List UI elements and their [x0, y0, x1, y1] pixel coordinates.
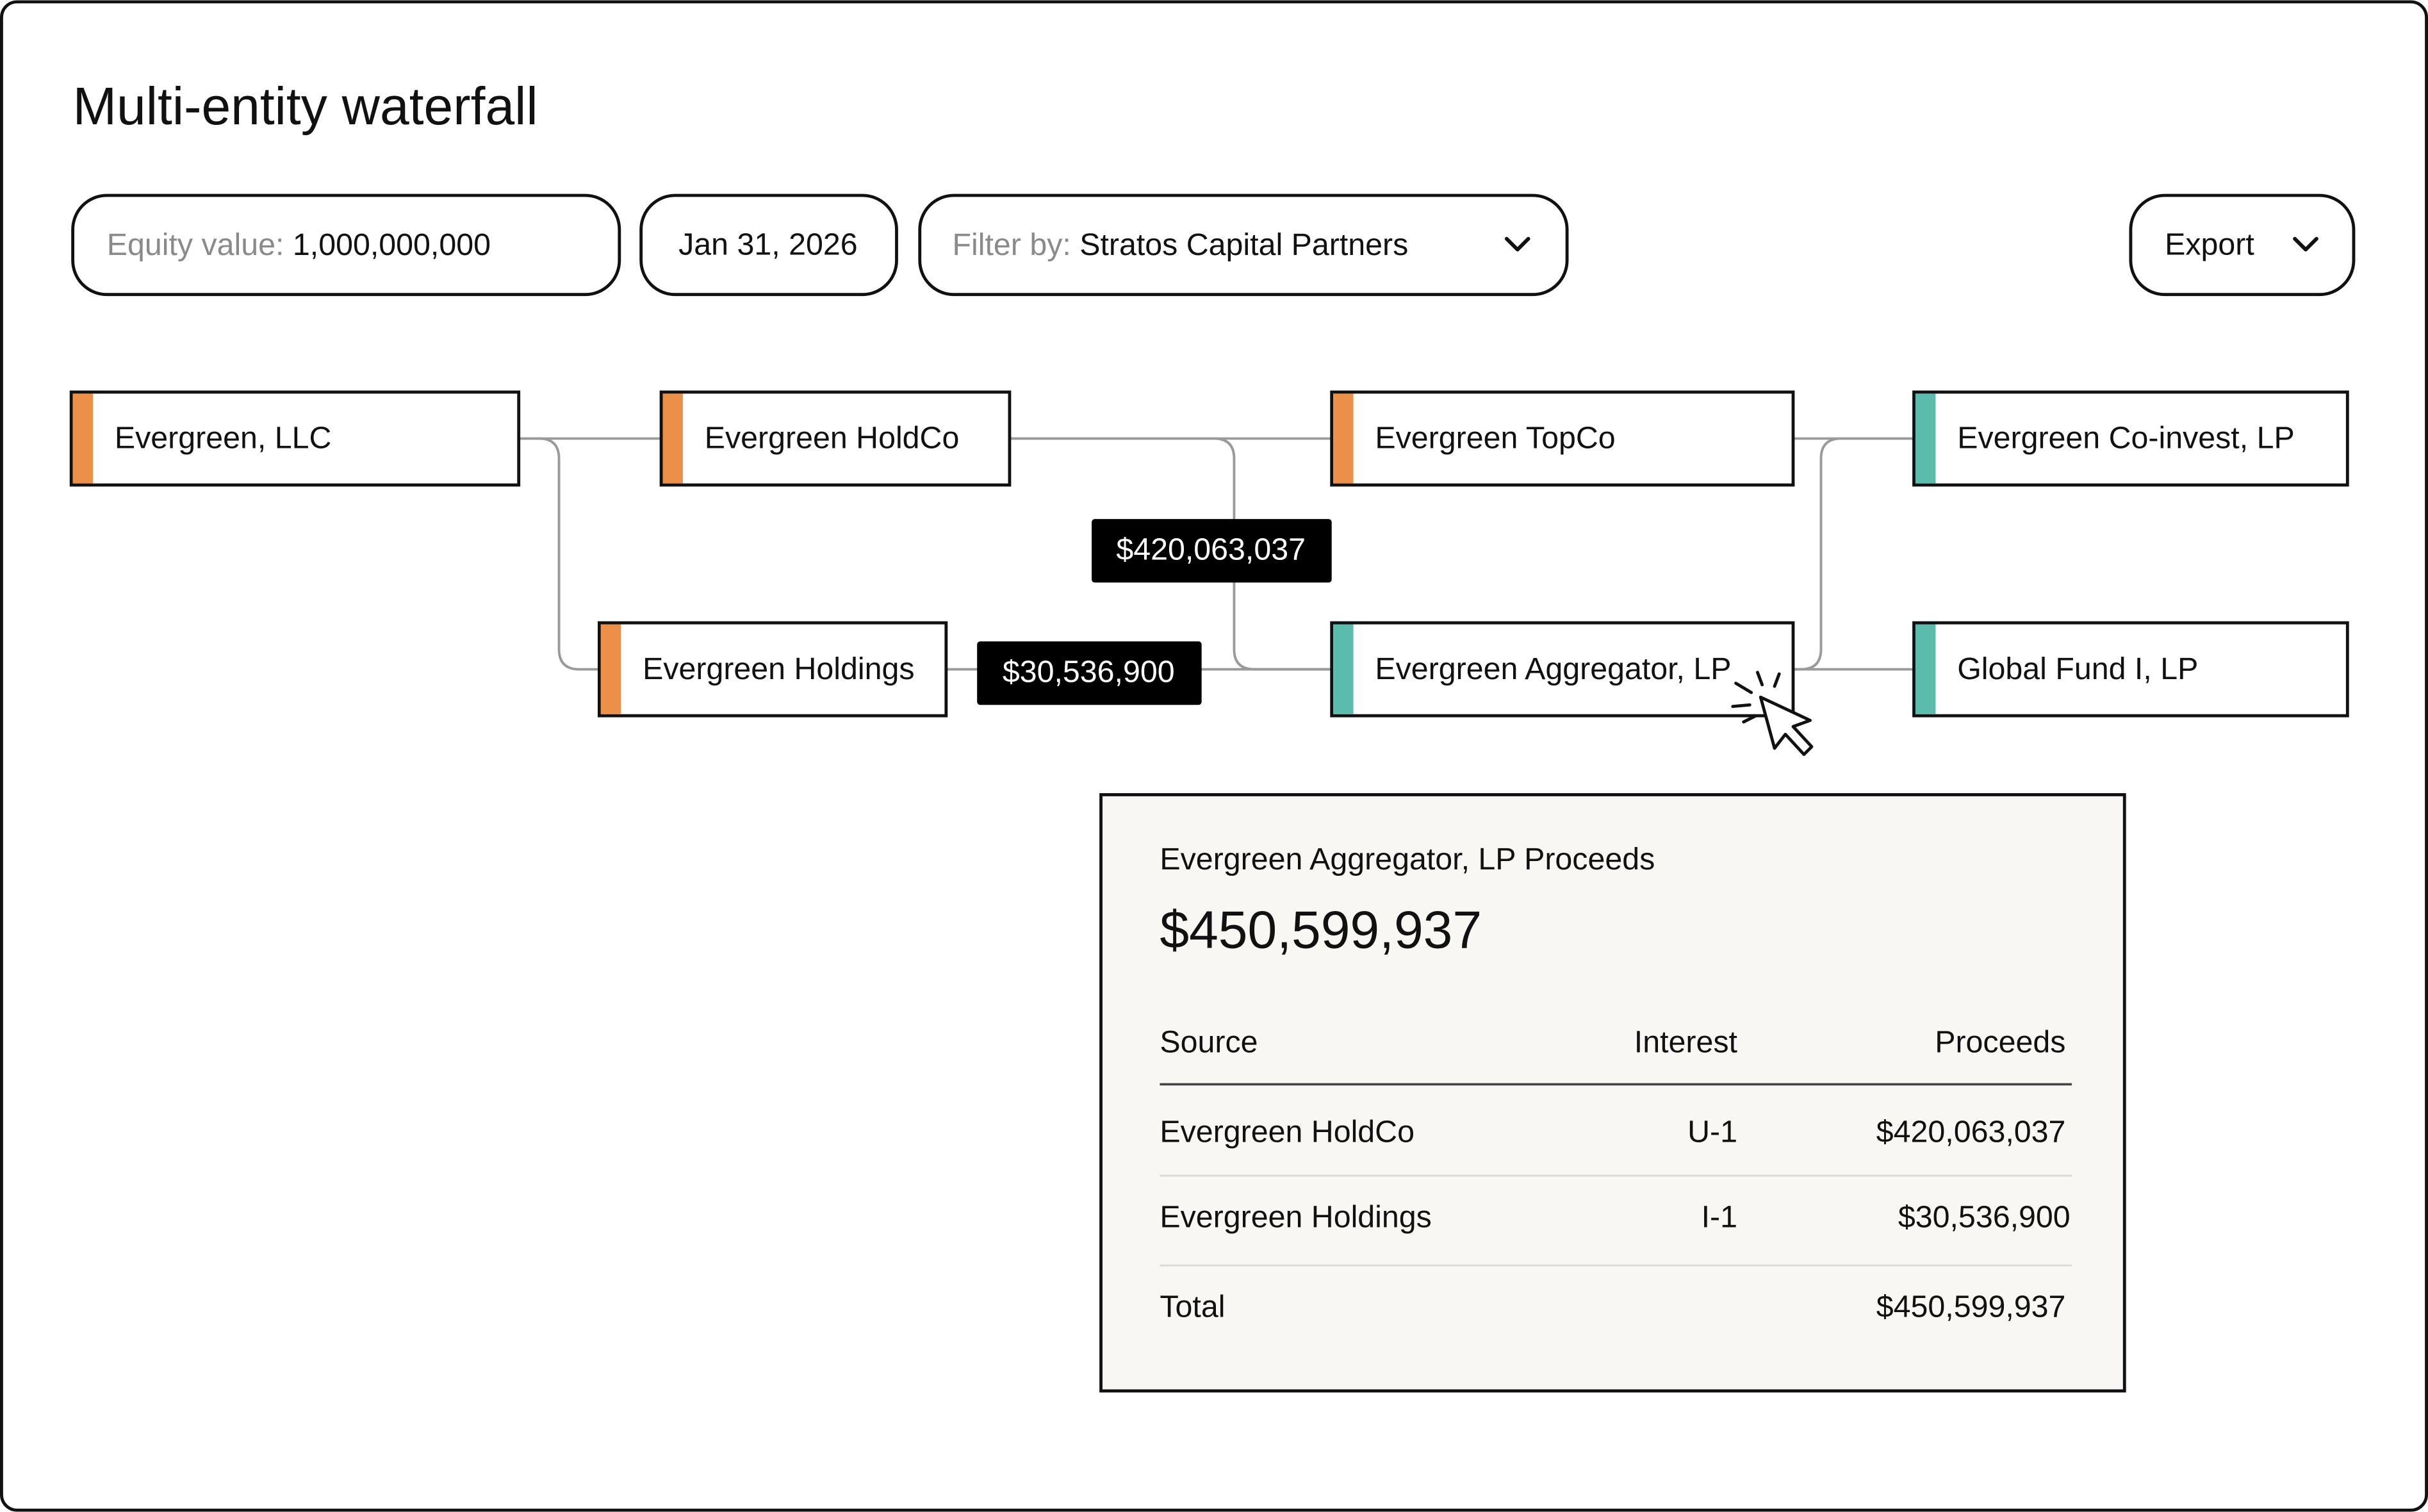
node-label: Evergreen Co-invest, LP [1957, 421, 2295, 456]
nodes: Evergreen, LLC Evergreen HoldCo Evergree… [69, 390, 2349, 718]
node[interactable]: Evergreen Holdings [597, 621, 948, 718]
node[interactable]: Global Fund I, LP [1912, 621, 2349, 718]
row-interest: U-1 [1687, 1115, 1737, 1149]
node[interactable]: Evergreen Co-invest, LP [1912, 390, 2349, 487]
node-box[interactable] [1912, 390, 2349, 487]
filter-label: Filter by: [953, 227, 1071, 262]
edge-value: $30,536,900 [1003, 655, 1175, 689]
node[interactable]: Evergreen TopCo [1330, 390, 1795, 487]
column-header: Interest [1634, 1024, 1738, 1059]
edge-badge [977, 641, 1202, 705]
row-proceeds: $420,063,037 [1876, 1115, 2066, 1149]
node-box[interactable] [659, 390, 1012, 487]
node[interactable]: Evergreen Aggregator, LP [1330, 621, 1795, 718]
filter-text: Filter by: Stratos Capital Partners [953, 227, 1409, 262]
cursor [1731, 671, 1814, 756]
tooltip-panel [1099, 793, 2126, 1393]
chevron [2293, 236, 2318, 252]
date-pill[interactable] [639, 193, 898, 297]
node[interactable]: Evergreen HoldCo [659, 390, 1012, 487]
tooltip-total: $450,599,937 [1160, 901, 1482, 960]
export-pill[interactable] [2129, 193, 2356, 297]
node-box[interactable] [1912, 621, 2349, 718]
node-accent [1333, 393, 1354, 484]
row-source: Total [1160, 1290, 1225, 1324]
node-accent [600, 624, 621, 714]
node-label: Global Fund I, LP [1957, 652, 2198, 686]
tooltip: Evergreen Aggregator, LP Proceeds $450,5… [1099, 793, 2126, 1393]
edge-badge [1092, 519, 1332, 583]
row-proceeds: $450,599,937 [1876, 1290, 2066, 1324]
node-label: Evergreen Aggregator, LP [1375, 652, 1731, 686]
column-header: Proceeds [1935, 1024, 2065, 1059]
node-box[interactable] [69, 390, 521, 487]
page-title: Multi-entity waterfall [73, 78, 538, 136]
equity-value-text: Equity value: 1,000,000,000 [107, 227, 491, 262]
row-interest: I-1 [1702, 1199, 1737, 1234]
node-label: Evergreen, LLC [115, 421, 332, 456]
node-accent [72, 393, 94, 484]
node-label: Evergreen TopCo [1375, 421, 1615, 456]
node-box[interactable] [597, 621, 948, 718]
tooltip-title: Evergreen Aggregator, LP Proceeds [1160, 842, 1655, 876]
edge-value: $420,063,037 [1116, 532, 1306, 567]
row-proceeds: $30,536,900 [1898, 1199, 2071, 1234]
node-box[interactable] [1330, 621, 1795, 718]
column-header: Source [1160, 1024, 1258, 1059]
filter-dropdown[interactable]: Filter by: Stratos Capital Partners [918, 193, 1569, 297]
date-picker[interactable]: Jan 31, 2026 [639, 193, 898, 297]
node-accent [1915, 393, 1936, 484]
export-label: Export [2165, 227, 2254, 262]
node-accent [662, 393, 683, 484]
row-source: Evergreen HoldCo [1160, 1115, 1415, 1149]
edge [518, 437, 600, 671]
node-box[interactable] [1330, 390, 1795, 487]
export-button[interactable]: Export [2129, 193, 2356, 297]
node-accent [1333, 624, 1354, 714]
equity-pill[interactable] [71, 193, 621, 297]
chevron [1504, 236, 1530, 252]
equity-input[interactable]: Equity value: 1,000,000,000 [71, 193, 621, 297]
node-label: Evergreen HoldCo [705, 421, 960, 456]
filter-pill[interactable] [918, 193, 1569, 297]
node-accent [1915, 624, 1936, 714]
equity-label: Equity value: [107, 227, 284, 262]
node[interactable]: Evergreen, LLC [69, 390, 521, 487]
equity-value: 1,000,000,000 [293, 227, 491, 262]
date: Jan 31, 2026 [678, 227, 857, 262]
node-label: Evergreen Holdings [643, 652, 914, 686]
row-source: Evergreen Holdings [1160, 1199, 1431, 1234]
filter-value: Stratos Capital Partners [1079, 227, 1408, 262]
